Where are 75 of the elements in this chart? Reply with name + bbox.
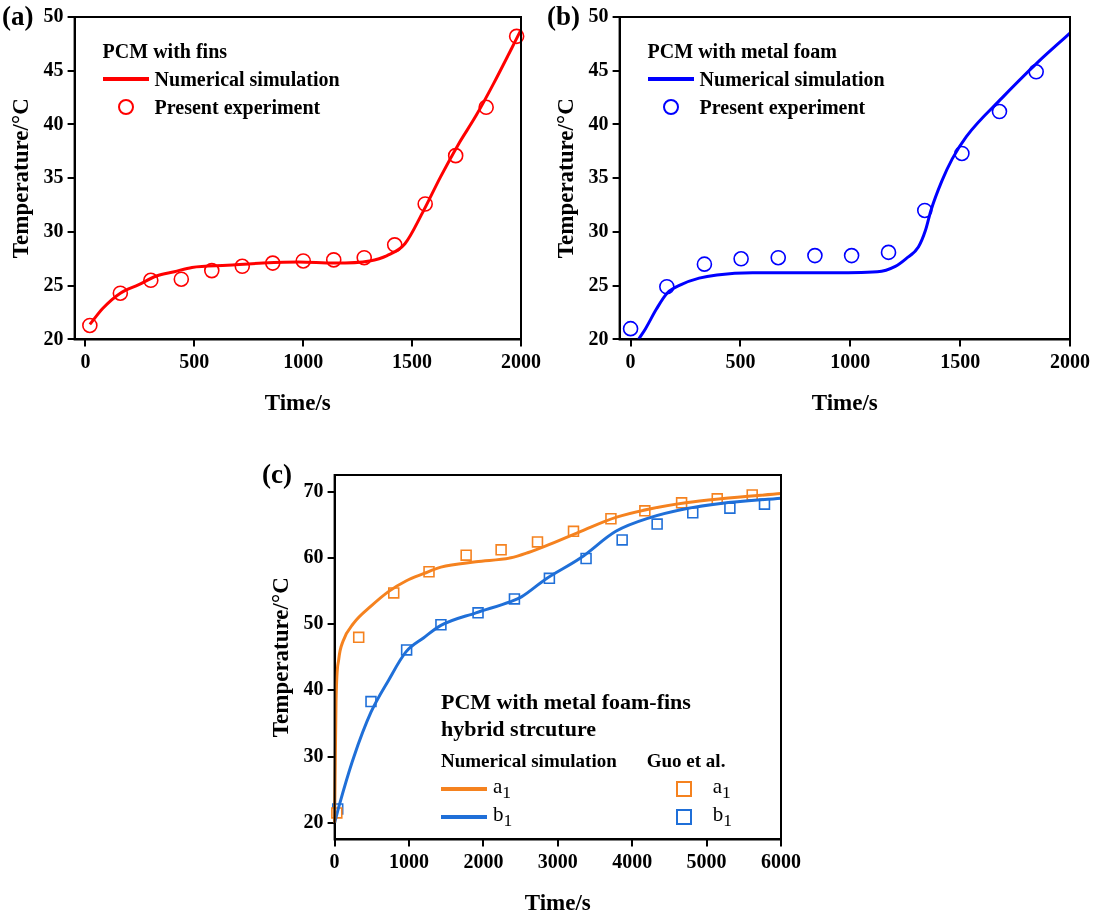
annotation: Guo et al.	[646, 750, 727, 773]
x-tick-label: 2000	[501, 349, 541, 372]
legend-title: PCM with metal foam-fins hybrid strcuture	[441, 689, 692, 743]
x-tick-label: 1000	[830, 349, 871, 372]
y-axis-title: Temperature/°C	[7, 98, 33, 259]
x-tick-label: 2000	[1050, 349, 1090, 372]
y-tick-label: 25	[588, 272, 609, 295]
x-tick-label: 0	[329, 849, 340, 872]
y-tick-label: 70	[303, 478, 324, 501]
chart-title: (c)	[262, 459, 292, 490]
y-axis-title: Temperature/°C	[552, 98, 578, 259]
legend-label: Present experiment	[699, 95, 866, 119]
legend-label: a$_{1}$	[493, 774, 512, 804]
point	[843, 247, 860, 264]
point	[616, 534, 628, 546]
point	[770, 249, 787, 266]
y-tick-label: 35	[588, 165, 609, 188]
x-tick-label: 1500	[940, 349, 981, 372]
x-tick-label: 0	[625, 349, 636, 372]
legend-label: a$_{1}$	[712, 774, 731, 804]
legend-label: b$_{1}$	[712, 802, 732, 832]
y-tick-label: 50	[303, 611, 324, 634]
point	[733, 251, 749, 267]
y-tick-label: 35	[43, 165, 64, 188]
point	[807, 247, 823, 264]
y-tick-label: 20	[43, 326, 64, 349]
x-tick-label: 1000	[283, 349, 324, 372]
y-axis-title: Temperature/°C	[267, 577, 293, 738]
y-tick-label: 40	[43, 111, 64, 134]
point	[495, 544, 507, 556]
x-tick-label: 3000	[537, 849, 578, 872]
y-tick-label: 50	[43, 4, 64, 27]
x-tick-label: 500	[179, 349, 210, 372]
x-tick-label: 1000	[389, 849, 429, 872]
point	[880, 244, 897, 261]
x-tick-label: 2000	[463, 849, 504, 872]
point	[352, 631, 365, 644]
chart-title: (b)	[547, 1, 580, 32]
x-tick-label: 1500	[392, 349, 433, 372]
annotation: Numerical simulation	[441, 750, 617, 773]
legend-label: b$_{1}$	[493, 802, 513, 832]
point	[696, 256, 713, 272]
legend-label: Present experiment	[154, 95, 321, 119]
y-tick-label: 20	[303, 810, 324, 833]
point	[460, 549, 472, 561]
legend-label: Numerical simulation	[699, 67, 885, 91]
legend-title: PCM with fins	[102, 39, 229, 63]
point	[991, 103, 1008, 120]
x-tick-label: 0	[80, 349, 91, 372]
point	[622, 320, 639, 337]
legend-label: Numerical simulation	[154, 67, 340, 91]
y-tick-label: 30	[588, 219, 609, 242]
y-tick-label: 60	[303, 544, 324, 567]
y-tick-label: 40	[303, 677, 324, 700]
x-tick-label: 5000	[686, 849, 727, 872]
y-tick-label: 45	[588, 57, 609, 80]
x-tick-label: 6000	[761, 849, 801, 872]
y-tick-label: 25	[43, 272, 64, 295]
legend-title: PCM with metal foam	[647, 39, 838, 63]
x-tick-label: 500	[725, 349, 756, 372]
chart-title: (a)	[2, 1, 34, 32]
y-tick-label: 20	[588, 326, 609, 349]
point	[173, 271, 190, 288]
x-axis-title: Time/s	[264, 390, 331, 416]
y-tick-label: 30	[43, 219, 64, 242]
x-axis-title: Time/s	[524, 890, 591, 916]
y-tick-label: 45	[43, 57, 64, 80]
y-tick-label: 50	[588, 4, 609, 27]
point	[651, 518, 663, 530]
x-axis-title: Time/s	[811, 390, 878, 416]
y-tick-label: 30	[303, 743, 324, 766]
y-tick-label: 40	[588, 111, 609, 134]
x-tick-label: 4000	[612, 849, 653, 872]
line-series	[637, 31, 1072, 341]
point	[531, 536, 544, 548]
